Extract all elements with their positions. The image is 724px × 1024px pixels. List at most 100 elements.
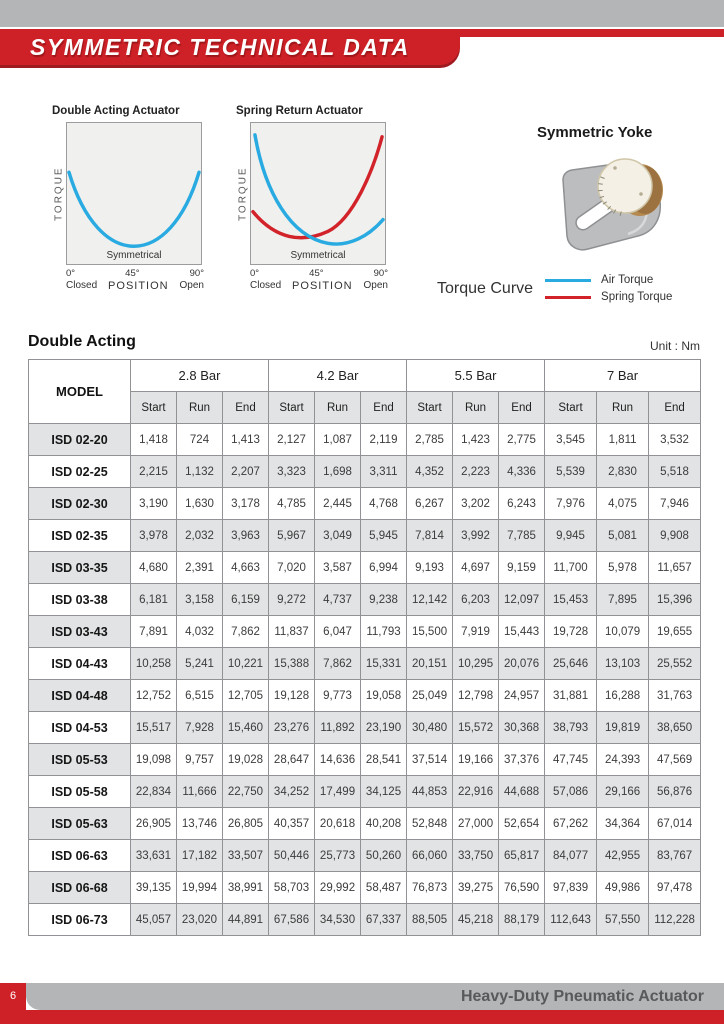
table-row: ISD 06-63 33,631 17,182 33,507 50,446 25,773 5… (28, 839, 702, 872)
air-torque-curve (253, 133, 385, 246)
x-axis-ticks: 0° 45° 90° (250, 268, 388, 279)
value-cell: 67,262 (544, 807, 598, 840)
value-cell: 11,700 (544, 551, 598, 584)
value-cell: 5,081 (596, 519, 650, 552)
value-cell: 19,128 (268, 679, 316, 712)
y-axis-label: TORQUE (53, 166, 65, 221)
value-cell: 56,876 (648, 775, 702, 808)
value-cell: 24,393 (596, 743, 650, 776)
table-row: ISD 04-53 15,517 7,928 15,460 23,276 11,892 23… (28, 711, 702, 744)
model-column-header: MODEL (28, 359, 131, 424)
value-cell: 3,963 (221, 519, 270, 552)
tick-90: 90° (189, 268, 204, 279)
value-cell: 1,413 (221, 423, 270, 456)
model-cell: ISD 04-48 (28, 679, 131, 712)
footer-title: Heavy-Duty Pneumatic Actuator (460, 987, 704, 1005)
value-cell: 11,666 (176, 775, 223, 808)
value-cell: 7,919 (452, 615, 500, 648)
value-cell: 2,445 (314, 487, 362, 520)
value-cell: 20,618 (314, 807, 362, 840)
value-cell: 3,178 (221, 487, 270, 520)
value-cell: 38,991 (221, 871, 270, 904)
table-row: ISD 03-35 4,680 2,391 4,663 7,020 3,587 6,994 9… (28, 551, 702, 584)
value-cell: 84,077 (544, 839, 598, 872)
value-cell: 2,775 (498, 423, 546, 456)
value-cell: 19,058 (360, 679, 408, 712)
value-cell: 67,014 (648, 807, 702, 840)
value-cell: 4,680 (130, 551, 177, 584)
value-cell: 6,267 (406, 487, 454, 520)
table-body: ISD 02-20 1,418 724 1,413 2,127 1,087 2,119 2,7… (28, 423, 702, 936)
torque-data-table: MODEL 2.8 Bar 4.2 Bar 5.5 Bar 7 Bar Star… (28, 359, 702, 936)
tick-0: 0° (66, 268, 76, 279)
caption-open: Open (363, 280, 388, 291)
value-cell: 4,075 (596, 487, 650, 520)
sub-header-cell: End (360, 391, 408, 424)
value-cell: 4,785 (268, 487, 316, 520)
yoke-title: Symmetric Yoke (537, 124, 653, 141)
value-cell: 31,763 (648, 679, 702, 712)
value-cell: 58,703 (268, 871, 316, 904)
model-cell: ISD 04-53 (28, 711, 131, 744)
value-cell: 6,515 (176, 679, 223, 712)
value-cell: 7,862 (314, 647, 362, 680)
yoke-dial-ticks (598, 176, 622, 216)
value-cell: 2,119 (360, 423, 408, 456)
table-row: ISD 05-58 22,834 11,666 22,750 34,252 17,499 3… (28, 775, 702, 808)
value-cell: 4,768 (360, 487, 408, 520)
value-cell: 19,819 (596, 711, 650, 744)
value-cell: 9,757 (176, 743, 223, 776)
value-cell: 28,541 (360, 743, 408, 776)
value-cell: 15,500 (406, 615, 454, 648)
value-cell: 22,916 (452, 775, 500, 808)
value-cell: 28,647 (268, 743, 316, 776)
value-cell: 15,443 (498, 615, 546, 648)
value-cell: 34,364 (596, 807, 650, 840)
value-cell: 97,839 (544, 871, 598, 904)
legend-item-label: Air Torque (601, 274, 654, 286)
footer-red-strip (0, 1010, 724, 1024)
value-cell: 76,590 (498, 871, 546, 904)
value-cell: 7,946 (648, 487, 702, 520)
value-cell: 2,830 (596, 455, 650, 488)
value-cell: 2,785 (406, 423, 454, 456)
value-cell: 12,705 (221, 679, 270, 712)
value-cell: 16,288 (596, 679, 650, 712)
value-cell: 5,518 (648, 455, 702, 488)
value-cell: 37,376 (498, 743, 546, 776)
pressure-group-header: 5.5 Bar (406, 359, 546, 392)
caption-closed: Closed (66, 280, 98, 291)
value-cell: 34,252 (268, 775, 316, 808)
value-cell: 9,908 (648, 519, 702, 552)
value-cell: 10,079 (596, 615, 650, 648)
value-cell: 39,135 (130, 871, 177, 904)
value-cell: 1,698 (314, 455, 362, 488)
value-cell: 10,221 (221, 647, 270, 680)
tick-45: 45° (309, 268, 324, 279)
value-cell: 1,630 (176, 487, 223, 520)
x-axis-captions: Closed POSITION Open (66, 280, 204, 292)
value-cell: 15,460 (221, 711, 270, 744)
x-axis-label: POSITION (108, 280, 169, 292)
value-cell: 45,057 (130, 903, 177, 936)
value-cell: 5,241 (176, 647, 223, 680)
value-cell: 7,891 (130, 615, 177, 648)
y-axis-label: TORQUE (237, 166, 249, 221)
chart-title: Spring Return Actuator (236, 105, 363, 117)
value-cell: 9,945 (544, 519, 598, 552)
tick-45: 45° (125, 268, 140, 279)
value-cell: 6,047 (314, 615, 362, 648)
value-cell: 23,190 (360, 711, 408, 744)
value-cell: 15,331 (360, 647, 408, 680)
value-cell: 33,507 (221, 839, 270, 872)
value-cell: 14,636 (314, 743, 362, 776)
sub-header-cell: Start (268, 391, 316, 424)
pressure-header-row: MODEL 2.8 Bar 4.2 Bar 5.5 Bar 7 Bar (28, 359, 702, 424)
x-axis-label: POSITION (292, 280, 353, 292)
value-cell: 30,368 (498, 711, 546, 744)
value-cell: 6,243 (498, 487, 546, 520)
symmetrical-label: Symmetrical (106, 250, 162, 261)
value-cell: 29,992 (314, 871, 362, 904)
value-cell: 44,853 (406, 775, 454, 808)
